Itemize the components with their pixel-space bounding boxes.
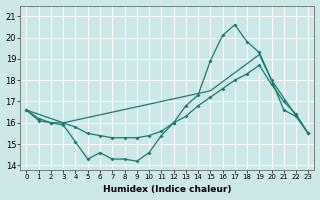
X-axis label: Humidex (Indice chaleur): Humidex (Indice chaleur) bbox=[103, 185, 232, 194]
